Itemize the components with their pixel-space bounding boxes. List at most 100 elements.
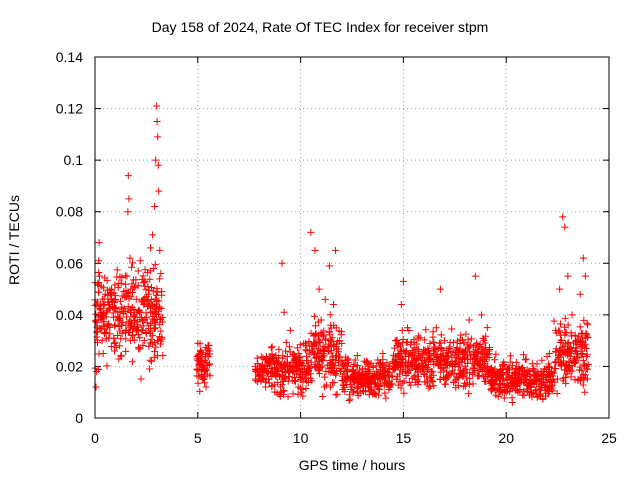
- data-point: [151, 295, 159, 303]
- y-tick-label: 0.06: [56, 255, 83, 271]
- data-point: [486, 346, 494, 354]
- data-point: [382, 394, 390, 402]
- data-point: [561, 314, 569, 322]
- data-point: [469, 370, 477, 378]
- data-point: [512, 382, 520, 390]
- data-point: [556, 320, 564, 328]
- data-point: [350, 360, 358, 368]
- data-point: [325, 262, 333, 270]
- data-point: [96, 272, 104, 280]
- data-point: [307, 329, 315, 337]
- data-point: [271, 388, 279, 396]
- data-point: [326, 311, 334, 319]
- data-point: [376, 380, 384, 388]
- data-point: [279, 391, 287, 399]
- data-point: [315, 331, 323, 339]
- data-point: [295, 349, 303, 357]
- data-point: [523, 372, 531, 380]
- data-point: [206, 372, 214, 380]
- data-point: [429, 338, 437, 346]
- data-point: [371, 379, 379, 387]
- data-point: [105, 301, 113, 309]
- data-point: [333, 390, 341, 398]
- data-point: [130, 336, 138, 344]
- data-point: [379, 356, 387, 364]
- data-point: [566, 352, 574, 360]
- data-point: [354, 392, 362, 400]
- data-point: [403, 361, 411, 369]
- data-point: [571, 347, 579, 355]
- data-point: [251, 375, 259, 383]
- data-point: [134, 307, 142, 315]
- data-point: [264, 358, 272, 366]
- x-tick-label: 25: [601, 430, 617, 446]
- data-point: [409, 346, 417, 354]
- data-point: [381, 375, 389, 383]
- data-point: [576, 363, 584, 371]
- data-point: [279, 371, 287, 379]
- data-point: [130, 311, 138, 319]
- data-point: [362, 371, 370, 379]
- data-point: [575, 354, 583, 362]
- data-point: [138, 298, 146, 306]
- data-point: [205, 361, 213, 369]
- data-point: [111, 321, 119, 329]
- data-point: [367, 378, 375, 386]
- data-point: [265, 379, 273, 387]
- data-point: [284, 393, 292, 401]
- data-point: [579, 356, 587, 364]
- data-point: [448, 353, 456, 361]
- data-point: [142, 313, 150, 321]
- data-point: [156, 246, 164, 254]
- data-point: [296, 341, 304, 349]
- data-point: [382, 366, 390, 374]
- data-point: [304, 357, 312, 365]
- data-point: [539, 375, 547, 383]
- data-point: [202, 383, 210, 391]
- data-point: [281, 368, 289, 376]
- data-point: [365, 391, 373, 399]
- data-point: [421, 346, 429, 354]
- data-point: [157, 270, 165, 278]
- data-point: [251, 362, 259, 370]
- data-point: [319, 393, 327, 401]
- data-point: [289, 390, 297, 398]
- data-point: [453, 373, 461, 381]
- data-point: [149, 287, 157, 295]
- data-point: [521, 368, 529, 376]
- data-point: [149, 231, 157, 239]
- data-point: [310, 339, 318, 347]
- data-point: [496, 381, 504, 389]
- data-point: [441, 356, 449, 364]
- data-point: [102, 308, 110, 316]
- data-point: [141, 294, 149, 302]
- data-point: [129, 332, 137, 340]
- data-point: [278, 259, 286, 267]
- data-point: [321, 295, 329, 303]
- data-point: [519, 351, 527, 359]
- data-point: [137, 375, 145, 383]
- data-point: [262, 375, 270, 383]
- data-point: [100, 322, 108, 330]
- data-point: [97, 316, 105, 324]
- data-point: [471, 272, 479, 280]
- data-point: [560, 374, 568, 382]
- data-point: [385, 362, 393, 370]
- data-point: [452, 384, 460, 392]
- data-point: [350, 372, 358, 380]
- data-point: [103, 321, 111, 329]
- data-point: [559, 213, 567, 221]
- data-point: [141, 315, 149, 323]
- data-point: [421, 336, 429, 344]
- data-point: [153, 117, 161, 125]
- data-point: [332, 340, 340, 348]
- data-point: [392, 375, 400, 383]
- data-point: [481, 371, 489, 379]
- data-point: [151, 309, 159, 317]
- data-point: [492, 391, 500, 399]
- data-point: [533, 372, 541, 380]
- data-point: [106, 286, 114, 294]
- data-point: [146, 275, 154, 283]
- data-point: [545, 372, 553, 380]
- data-point: [556, 358, 564, 366]
